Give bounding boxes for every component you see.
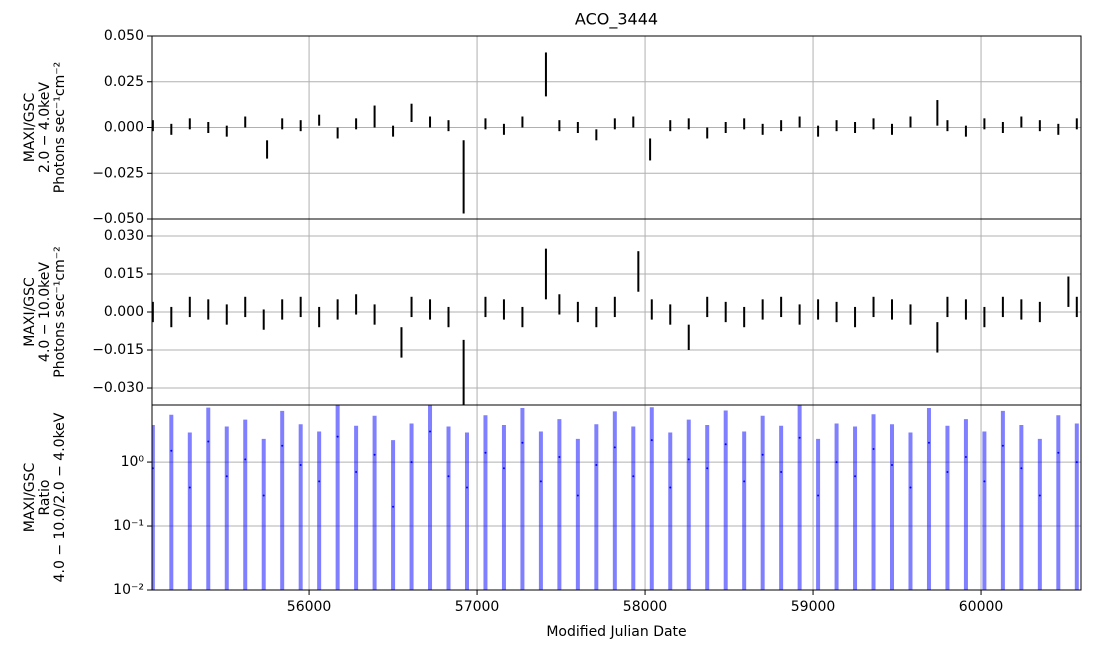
point	[465, 486, 468, 489]
point	[743, 480, 746, 483]
point	[318, 480, 321, 483]
point	[891, 463, 894, 466]
y-axis-label: MAXI/GSC	[22, 277, 38, 347]
x-tick-label: 57000	[455, 599, 500, 615]
point	[706, 467, 709, 470]
y-tick-label: 10⁰	[121, 454, 145, 470]
point	[854, 475, 857, 478]
y-axis-label: 4.0 − 10.0keV	[37, 262, 53, 362]
point	[872, 448, 875, 451]
x-tick-label: 58000	[623, 599, 668, 615]
point	[447, 475, 450, 478]
point	[817, 494, 820, 497]
point	[964, 456, 967, 459]
point	[761, 453, 764, 456]
y-axis-label: Photons sec⁻¹cm⁻²	[52, 62, 68, 194]
series	[152, 248, 1078, 405]
point	[539, 480, 542, 483]
y-tick-label: −0.015	[92, 342, 144, 358]
y-tick-label: 0.025	[104, 74, 144, 90]
chart-title: ACO_3444	[575, 10, 658, 30]
point	[687, 458, 690, 461]
point	[576, 494, 579, 497]
x-axis-label: Modified Julian Date	[546, 624, 686, 640]
point	[595, 463, 598, 466]
y-axis-label: MAXI/GSC	[22, 92, 38, 162]
point	[336, 435, 339, 438]
y-tick-label: 0.000	[104, 120, 144, 136]
point	[502, 467, 505, 470]
point	[650, 439, 653, 442]
point	[373, 453, 376, 456]
point	[558, 456, 561, 459]
axes-frame	[151, 404, 1082, 591]
x-tick-label: 56000	[287, 599, 332, 615]
point	[798, 436, 801, 439]
y-tick-label: 0.000	[104, 304, 144, 320]
y-axis-label: 4.0 − 10.0/2.0 − 4.0keV	[52, 412, 68, 582]
point	[724, 443, 727, 446]
series	[152, 405, 1079, 590]
point	[188, 486, 191, 489]
point	[1075, 461, 1078, 464]
y-tick-label: 0.015	[104, 266, 144, 282]
point	[909, 486, 912, 489]
y-tick-label: −0.025	[92, 165, 144, 181]
point	[613, 446, 616, 449]
point	[355, 470, 358, 473]
y-tick-label: −0.030	[92, 380, 144, 396]
x-tick-label: 59000	[791, 599, 836, 615]
point	[780, 470, 783, 473]
point	[170, 449, 173, 452]
point	[983, 480, 986, 483]
point	[429, 430, 432, 433]
y-tick-label: 10⁻²	[113, 582, 144, 598]
y-tick-label: −0.050	[92, 211, 144, 227]
point	[299, 463, 302, 466]
point	[262, 494, 265, 497]
series	[152, 52, 1078, 214]
point	[946, 470, 949, 473]
point	[1038, 494, 1041, 497]
point	[207, 440, 210, 443]
y-tick-label: 0.050	[104, 28, 144, 44]
point	[225, 475, 228, 478]
y-tick-label: 10⁻¹	[113, 518, 144, 534]
point	[281, 444, 284, 447]
point	[392, 505, 395, 508]
point	[1057, 451, 1060, 454]
point	[927, 441, 930, 444]
x-tick-label: 60000	[959, 599, 1004, 615]
y-tick-label: 0.030	[104, 228, 144, 244]
point	[484, 451, 487, 454]
point	[521, 441, 524, 444]
y-axis-label: 2.0 − 4.0keV	[37, 82, 53, 173]
point	[1001, 444, 1004, 447]
point	[632, 475, 635, 478]
y-axis-label: Photons sec⁻¹cm⁻²	[52, 246, 68, 378]
point	[1020, 467, 1023, 470]
point	[835, 461, 838, 464]
y-axis-label: Ratio	[37, 480, 53, 516]
point	[244, 458, 247, 461]
y-axis-label: MAXI/GSC	[22, 462, 38, 532]
point	[669, 486, 672, 489]
point	[410, 461, 413, 464]
